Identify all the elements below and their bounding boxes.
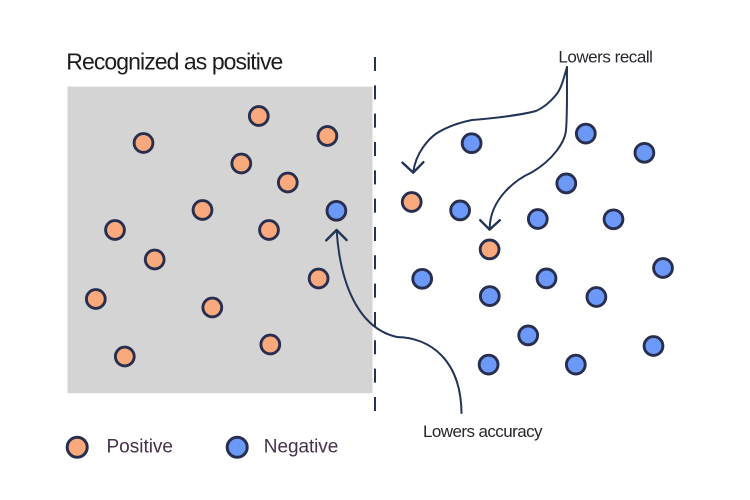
svg-text:Lowers recall: Lowers recall bbox=[558, 48, 653, 67]
svg-text:Positive: Positive bbox=[107, 437, 174, 458]
svg-text:Negative: Negative bbox=[264, 437, 339, 458]
svg-text:Lowers accuracy: Lowers accuracy bbox=[423, 422, 543, 441]
svg-text:Recognized as positive: Recognized as positive bbox=[66, 49, 283, 75]
